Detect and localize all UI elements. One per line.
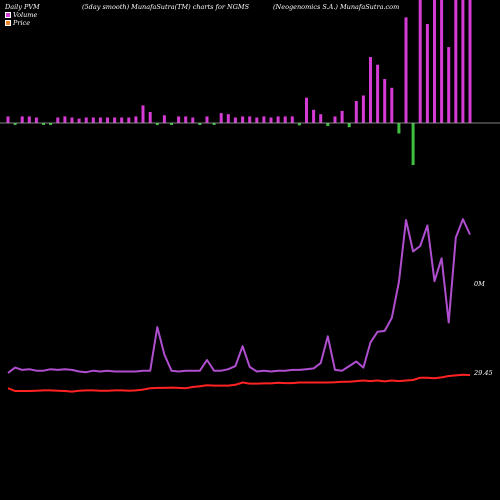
volume-bar [361,95,365,123]
legend-volume: Volume [5,11,37,19]
volume-bar [440,0,444,123]
volume-bar [191,117,195,123]
volume-bar [255,117,259,123]
volume-bar [177,116,181,123]
volume-bar [141,105,145,123]
volume-bar [91,117,95,123]
legend-price-label: Price [13,19,31,27]
volume-bar [170,123,173,125]
volume-bar [6,116,10,123]
volume-bar [42,123,45,125]
volume-bar [219,113,223,123]
volume-bar [319,114,323,123]
volume-bar [34,117,38,123]
volume-bar [148,112,152,123]
volume-bar [226,114,230,123]
volume-bar [63,116,67,123]
volume-bar [98,117,102,123]
volume-bar [376,64,380,123]
volume-bar [49,123,53,125]
legend-volume-swatch [5,12,11,18]
volume-bar [276,116,280,123]
volume-bar [447,47,451,123]
volume-bar [27,116,31,123]
volume-bar [233,117,237,123]
chart-header-right: (Neogenomics S.A.) MunafaSutra.com [273,3,400,11]
volume-bar [120,117,124,123]
price-line [7,373,471,393]
volume-bar [290,116,294,123]
volume-bar [340,110,344,123]
volume-bar [184,116,188,123]
volume-bar [134,116,138,123]
volume-last-label: 0M [474,280,485,288]
volume-bar [205,116,209,123]
volume-bar [13,123,17,125]
volume-bar [56,117,60,123]
volume-bar [404,17,408,123]
volume-bars [6,0,472,165]
price-last-label: 29.45 [474,369,493,377]
volume-bar [418,0,422,123]
volume-bar [269,117,273,123]
volume-bar [212,123,216,125]
volume-bar [305,97,308,123]
volume-line [7,218,471,374]
volume-bar [106,117,109,123]
volume-bar [262,116,266,123]
volume-bar [433,0,436,123]
volume-bar [461,0,465,123]
volume-bar [411,123,415,165]
volume-bar [369,57,372,123]
volume-bar [390,87,394,123]
chart-header-left: Daily PVM [5,3,40,11]
volume-bar [113,117,117,123]
volume-bar [20,116,24,123]
volume-bar [297,123,301,126]
volume-bar [326,123,330,126]
series-lines [7,218,471,393]
volume-bar [127,117,131,123]
volume-bar [468,0,472,123]
volume-bar [84,117,88,123]
volume-bar [198,123,202,125]
legend-price-swatch [5,20,11,26]
legend-price: Price [5,19,30,27]
volume-bar [397,123,401,134]
volume-bar [162,115,166,123]
volume-bar [241,116,245,123]
volume-bar [70,117,74,123]
volume-bar [454,0,458,123]
volume-bar [312,109,316,123]
volume-bar [283,116,287,123]
volume-bar [77,118,81,123]
volume-bar [383,79,387,123]
volume-bar [354,101,358,123]
volume-bar [248,116,252,123]
volume-bar [347,123,351,128]
legend-volume-label: Volume [13,11,38,19]
volume-bar [333,116,337,123]
chart-header-title: (5day smooth) MunafaSutra(TM) charts for… [82,3,250,11]
volume-bar [155,123,159,126]
volume-bar [425,24,429,123]
